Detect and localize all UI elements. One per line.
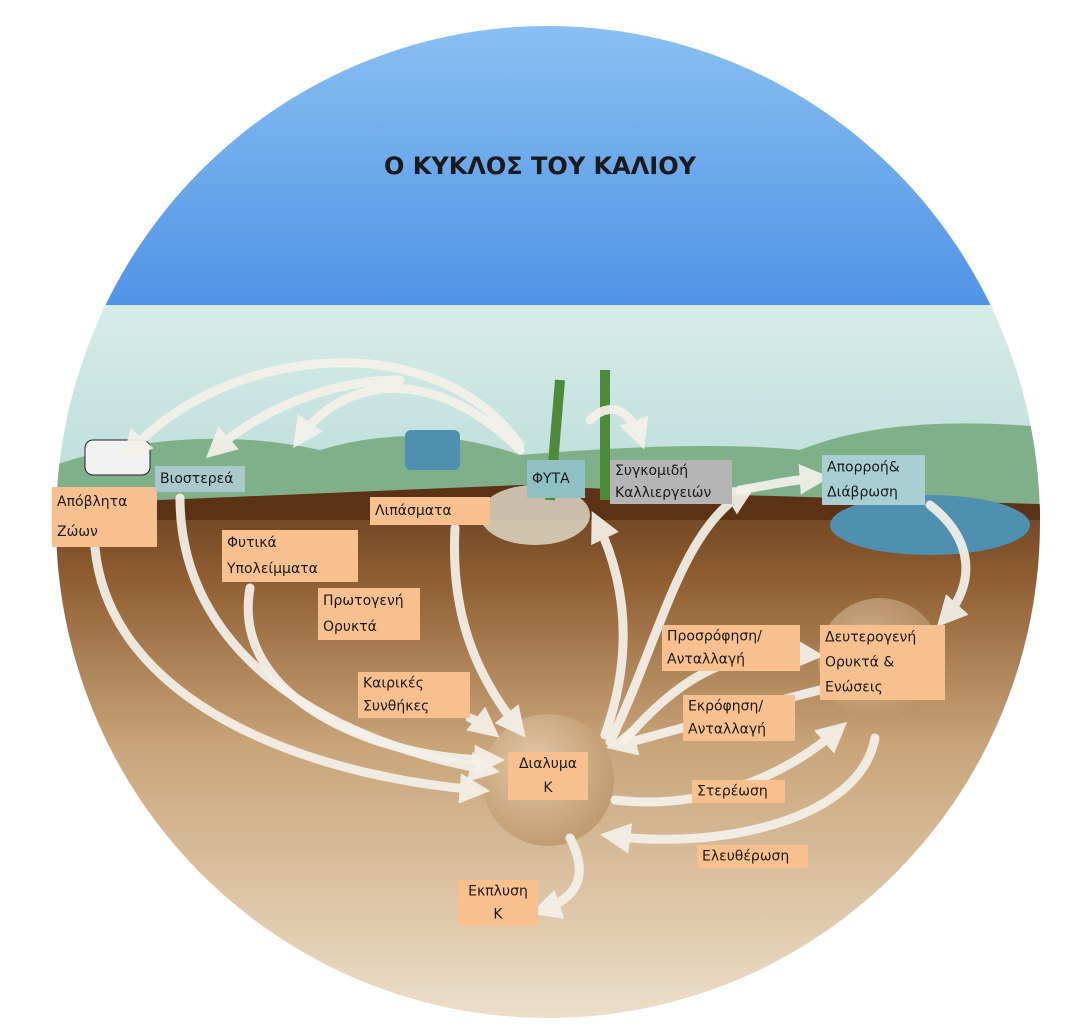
label-text: Ανταλλαγή <box>667 652 745 668</box>
label-text: Συγκομιδή <box>615 463 688 479</box>
label-text: Ορυκτά & <box>825 655 894 671</box>
potassium-cycle-diagram: Ο ΚΥΚΛΟΣ ΤΟΥ ΚΑΛΙΟΥ Απόβλητα Ζώων Βιοστερε… <box>0 0 1072 1030</box>
label-text: Καιρικές <box>363 676 424 692</box>
label-text: Ζώων <box>57 524 98 540</box>
label-text: Διάβρωση <box>827 485 898 501</box>
label-text: Ελευθέρωση <box>702 849 789 865</box>
label-text: Υπολείμματα <box>226 561 318 577</box>
label-text: Ορυκτά <box>323 619 377 635</box>
label-text: Στερέωση <box>697 784 768 800</box>
tractor <box>405 430 460 470</box>
label-text: Δευτερογενή <box>825 630 916 646</box>
label-text: Φυτικά <box>227 535 277 551</box>
label-text: Καλλιεργειών <box>615 485 711 501</box>
label-text: Κ <box>543 780 553 796</box>
label-text: Απόβλητα <box>57 494 127 510</box>
label-text: Ενώσεις <box>825 680 883 696</box>
label-text: Κ <box>493 907 503 923</box>
label-text: Απορροή& <box>827 460 900 476</box>
label-text: Συνθήκες <box>363 699 429 715</box>
label-text: Προσρόφηση/ <box>667 629 762 645</box>
label-text: Διαλυμα <box>519 756 577 772</box>
label-text: Ανταλλαγή <box>688 722 766 738</box>
label-text: Εκρόφηση/ <box>688 699 763 715</box>
label-text: Πρωτογενή <box>323 593 404 609</box>
label-text: ΦΥΤΑ <box>532 471 570 487</box>
label-text: Λιπάσματα <box>375 503 452 519</box>
title: Ο ΚΥΚΛΟΣ ΤΟΥ ΚΑΛΙΟΥ <box>384 152 697 180</box>
label-text: Βιοστερεά <box>160 471 233 487</box>
label-text: Εκπλυση <box>468 884 528 900</box>
